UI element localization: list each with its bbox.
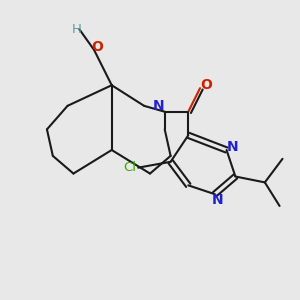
Text: N: N bbox=[212, 193, 224, 207]
Text: H: H bbox=[71, 23, 81, 36]
Text: O: O bbox=[91, 40, 103, 54]
Text: Cl: Cl bbox=[123, 161, 136, 174]
Text: N: N bbox=[226, 140, 238, 154]
Text: N: N bbox=[153, 99, 165, 113]
Text: O: O bbox=[200, 78, 212, 92]
